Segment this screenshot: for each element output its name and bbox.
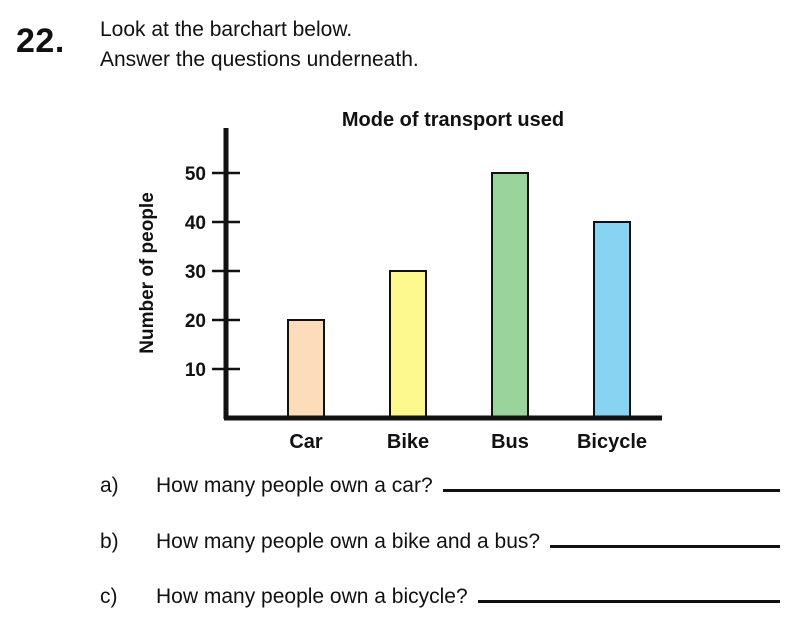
y-tick-label-50: 50: [185, 164, 206, 185]
question-a: a) How many people own a car?: [100, 468, 780, 498]
y-axis-label: Number of people: [137, 192, 158, 354]
question-a-letter: a): [100, 474, 119, 497]
question-c: c) How many people own a bicycle?: [100, 579, 780, 609]
x-labels-group: Car Bike Bus Bicycle: [289, 431, 647, 453]
instruction-line-2: Answer the questions underneath.: [100, 48, 419, 71]
question-b: b) How many people own a bike and a bus?: [100, 524, 780, 554]
question-a-text: How many people own a car?: [156, 474, 433, 497]
chart-title: Mode of transport used: [342, 109, 564, 131]
question-b-answer-line[interactable]: [550, 545, 780, 548]
x-tick-label-bus: Bus: [491, 431, 529, 453]
question-number: 22.: [16, 22, 65, 60]
y-tick-label-10: 10: [185, 360, 206, 381]
bar-car: [287, 319, 325, 419]
bar-bicycle: [593, 221, 631, 419]
bar-bus: [491, 172, 529, 419]
x-tick-label-bicycle: Bicycle: [577, 431, 647, 453]
y-tick-label-40: 40: [185, 213, 206, 234]
question-c-letter: c): [100, 585, 118, 608]
bar-bike: [389, 270, 427, 419]
question-b-letter: b): [100, 530, 119, 553]
question-c-answer-line[interactable]: [477, 600, 780, 603]
question-a-answer-line[interactable]: [442, 489, 780, 492]
instruction-line-1: Look at the barchart below.: [100, 18, 353, 41]
bars-group: [287, 172, 631, 419]
x-tick-label-car: Car: [289, 431, 323, 453]
y-tick-label-20: 20: [185, 311, 206, 332]
x-tick-label-bike: Bike: [387, 431, 429, 453]
question-b-text: How many people own a bike and a bus?: [156, 530, 541, 553]
question-c-text: How many people own a bicycle?: [156, 585, 468, 608]
y-tick-label-30: 30: [185, 262, 206, 283]
y-ticks-group: 10 20 30 40 50: [185, 164, 240, 381]
bar-chart: Mode of transport used Number of people …: [137, 109, 662, 453]
